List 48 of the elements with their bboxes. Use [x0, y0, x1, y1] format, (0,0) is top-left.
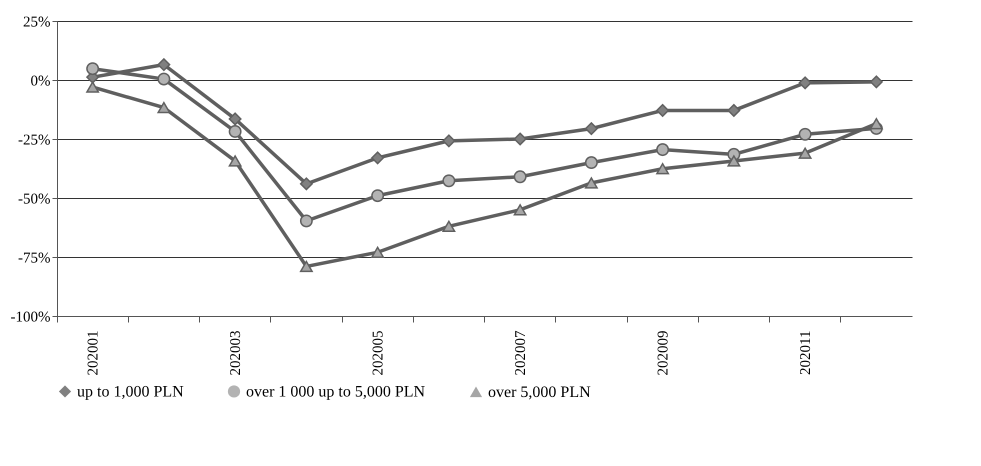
- y-tick-label: 25%: [23, 14, 50, 30]
- point: [798, 128, 812, 141]
- point: [514, 204, 527, 216]
- x-tick-label: 202009: [656, 330, 672, 376]
- point: [656, 163, 670, 174]
- point: [228, 112, 242, 126]
- x-tick-label: 202007: [513, 330, 530, 376]
- point: [300, 260, 313, 272]
- point: [371, 246, 384, 258]
- point: [584, 122, 598, 136]
- point: [300, 214, 313, 228]
- point: [656, 143, 670, 156]
- point: [228, 155, 242, 167]
- y-tick-label: 0%: [30, 74, 50, 90]
- point: [371, 189, 384, 202]
- point: [228, 125, 242, 138]
- point: [514, 170, 527, 184]
- x-tick-label: 202011: [798, 330, 814, 375]
- point: [371, 151, 384, 164]
- point: [870, 75, 883, 88]
- legend-label: up to 1,000 PLN: [77, 383, 184, 400]
- legend-label: over 5,000 PLN: [488, 384, 592, 401]
- point: [442, 220, 456, 232]
- y-tick-label: -75%: [18, 250, 50, 266]
- point: [798, 147, 812, 159]
- point: [870, 118, 883, 130]
- point: [584, 156, 598, 170]
- point: [798, 76, 812, 90]
- y-tick-label: -25%: [18, 132, 50, 148]
- point: [656, 104, 670, 117]
- point: [584, 177, 598, 189]
- y-tick-label: -100%: [10, 310, 50, 326]
- point: [442, 174, 456, 188]
- y-tick-label: -50%: [18, 192, 50, 208]
- x-tick-label: 202005: [370, 330, 387, 376]
- x-tick-label: 202001: [86, 330, 102, 376]
- point: [727, 155, 740, 167]
- point: [300, 177, 313, 190]
- point: [157, 72, 170, 86]
- point: [514, 132, 527, 146]
- x-tick-label: 202003: [228, 330, 244, 376]
- point: [86, 81, 100, 93]
- point: [727, 104, 740, 117]
- point: [86, 62, 100, 76]
- legend-label: over 1 000 up to 5,000 PLN: [246, 383, 426, 400]
- point: [157, 58, 170, 72]
- point: [157, 102, 170, 114]
- point: [442, 134, 456, 148]
